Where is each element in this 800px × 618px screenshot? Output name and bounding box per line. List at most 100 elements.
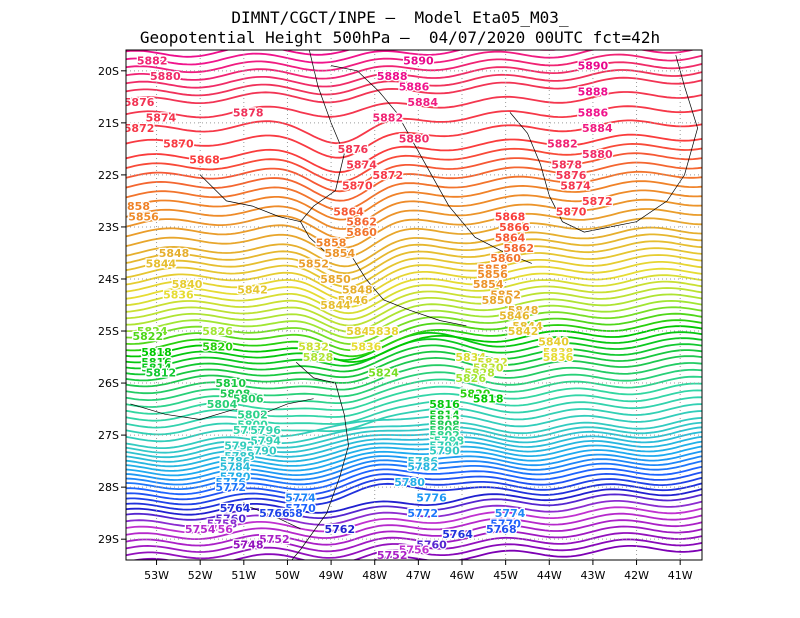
contour-label: 5832 <box>477 356 508 369</box>
contour-line-5840 <box>126 254 702 295</box>
contour-label: 5840 <box>172 278 203 291</box>
contour-label: 5826 <box>455 372 486 385</box>
contour-line-5818 <box>126 325 702 363</box>
contour-label: 5846 <box>499 309 530 322</box>
contour-label: 5802 <box>237 408 268 421</box>
contour-line-5828 <box>126 293 702 333</box>
contour-labels: 5882588058765874587258705868587858905888… <box>124 53 614 562</box>
contour-label: 5768 <box>272 507 303 520</box>
contour-line-5772 <box>126 460 702 491</box>
y-tick-label: 20S <box>98 65 119 78</box>
contour-label: 5768 <box>486 523 517 536</box>
contour-line-5856 <box>126 189 702 230</box>
contour-label: 5846 <box>338 294 369 307</box>
contour-line-5758 <box>126 500 702 528</box>
contour-label: 5852 <box>298 257 329 270</box>
coastline-segment <box>331 65 532 264</box>
contour-label: 5872 <box>582 195 613 208</box>
contour-line-5754 <box>126 512 702 541</box>
contour-line-5858 <box>126 180 702 221</box>
contour-label: 5804 <box>207 398 238 411</box>
contour-label: 5864 <box>495 231 526 244</box>
contour-line-5756 <box>126 506 702 534</box>
contour-line-5748 <box>126 532 702 560</box>
contour-line-5784 <box>126 431 702 463</box>
contour-label: 5748 <box>233 538 264 551</box>
coastline-segment <box>130 398 314 420</box>
contour-label: 5882 <box>137 54 168 67</box>
contour-label: 5880 <box>150 70 181 83</box>
contour-label: 5854 <box>324 247 355 260</box>
contour-label: 5850 <box>482 294 513 307</box>
contour-line-5876 <box>126 76 702 104</box>
contour-label: 5770 <box>490 518 521 531</box>
contour-label: 5762 <box>324 523 355 536</box>
contour-label: 5818 <box>473 393 504 406</box>
contour-line-5782 <box>126 435 702 468</box>
contour-label: 5834 <box>455 351 486 364</box>
contour-label: 5824 <box>137 325 168 338</box>
contour-lines <box>126 50 702 560</box>
contour-label: 5812 <box>429 414 460 427</box>
contour-label: 5882 <box>547 138 578 151</box>
contour-label: 5760 <box>416 538 447 551</box>
contour-line-5780 <box>126 440 702 472</box>
contour-line-5826 <box>126 299 702 339</box>
contour-line-5846 <box>126 233 702 275</box>
contour-line-5768 <box>126 471 702 501</box>
x-tick-label: 48W <box>362 569 387 582</box>
contour-label: 5752 <box>377 549 408 562</box>
x-tick-label: 52W <box>188 569 213 582</box>
contour-label: 5886 <box>578 106 609 119</box>
contour-label: 5836 <box>351 341 382 354</box>
contour-label: 5802 <box>429 429 460 442</box>
coastline-segment <box>291 361 349 560</box>
contour-label: 5826 <box>202 325 233 338</box>
contour-line-5854 <box>126 198 702 240</box>
contour-label: 5784 <box>220 460 251 473</box>
contour-line-5848 <box>126 226 702 268</box>
contour-line-5786 <box>126 426 702 459</box>
contour-line-5852 <box>126 208 702 249</box>
contour-line-5864 <box>126 152 702 193</box>
contour-line-5776 <box>126 450 702 481</box>
contour-label: 5860 <box>490 252 521 265</box>
contour-label: 5782 <box>407 460 438 473</box>
contour-line-5888 <box>126 50 352 58</box>
contour-label: 5864 <box>333 205 364 218</box>
contour-label: 5888 <box>578 86 609 99</box>
contour-label: 5780 <box>394 476 425 489</box>
contour-line-5862 <box>126 161 702 202</box>
contour-label: 5776 <box>215 476 246 489</box>
contour-label: 5812 <box>146 367 177 380</box>
contour-label: 5790 <box>429 445 460 458</box>
contour-label: 5882 <box>372 112 403 125</box>
contour-line-5880 <box>126 61 702 89</box>
contour-line-5760 <box>126 493 702 521</box>
contour-line-5766 <box>126 476 702 506</box>
contour-label: 5876 <box>338 143 369 156</box>
contour-label: 5858 <box>316 237 347 250</box>
x-tick-label: 47W <box>406 569 431 582</box>
contour-line-5788 <box>126 421 702 454</box>
x-tick-label: 44W <box>537 569 562 582</box>
contour-label: 5800 <box>237 419 268 432</box>
contour-line-5874 <box>126 91 702 119</box>
contour-line-5824 <box>126 306 702 345</box>
contour-label: 5836 <box>163 289 194 302</box>
contour-label: 5844 <box>512 320 543 333</box>
contour-label: 5876 <box>124 96 155 109</box>
contour-label: 5792 <box>224 440 255 453</box>
contour-label: 5772 <box>407 507 438 520</box>
contour-label: 5796 <box>250 424 281 437</box>
contour-line-5830 <box>126 287 702 327</box>
contour-label: 5866 <box>499 221 530 234</box>
contour-label: 5872 <box>372 169 403 182</box>
contour-label: 5828 <box>303 351 334 364</box>
x-tick-label: 49W <box>319 569 344 582</box>
y-tick-label: 29S <box>98 533 119 546</box>
contour-label: 5806 <box>429 424 460 437</box>
contour-label: 5886 <box>399 80 430 93</box>
contour-label: 5780 <box>220 471 251 484</box>
